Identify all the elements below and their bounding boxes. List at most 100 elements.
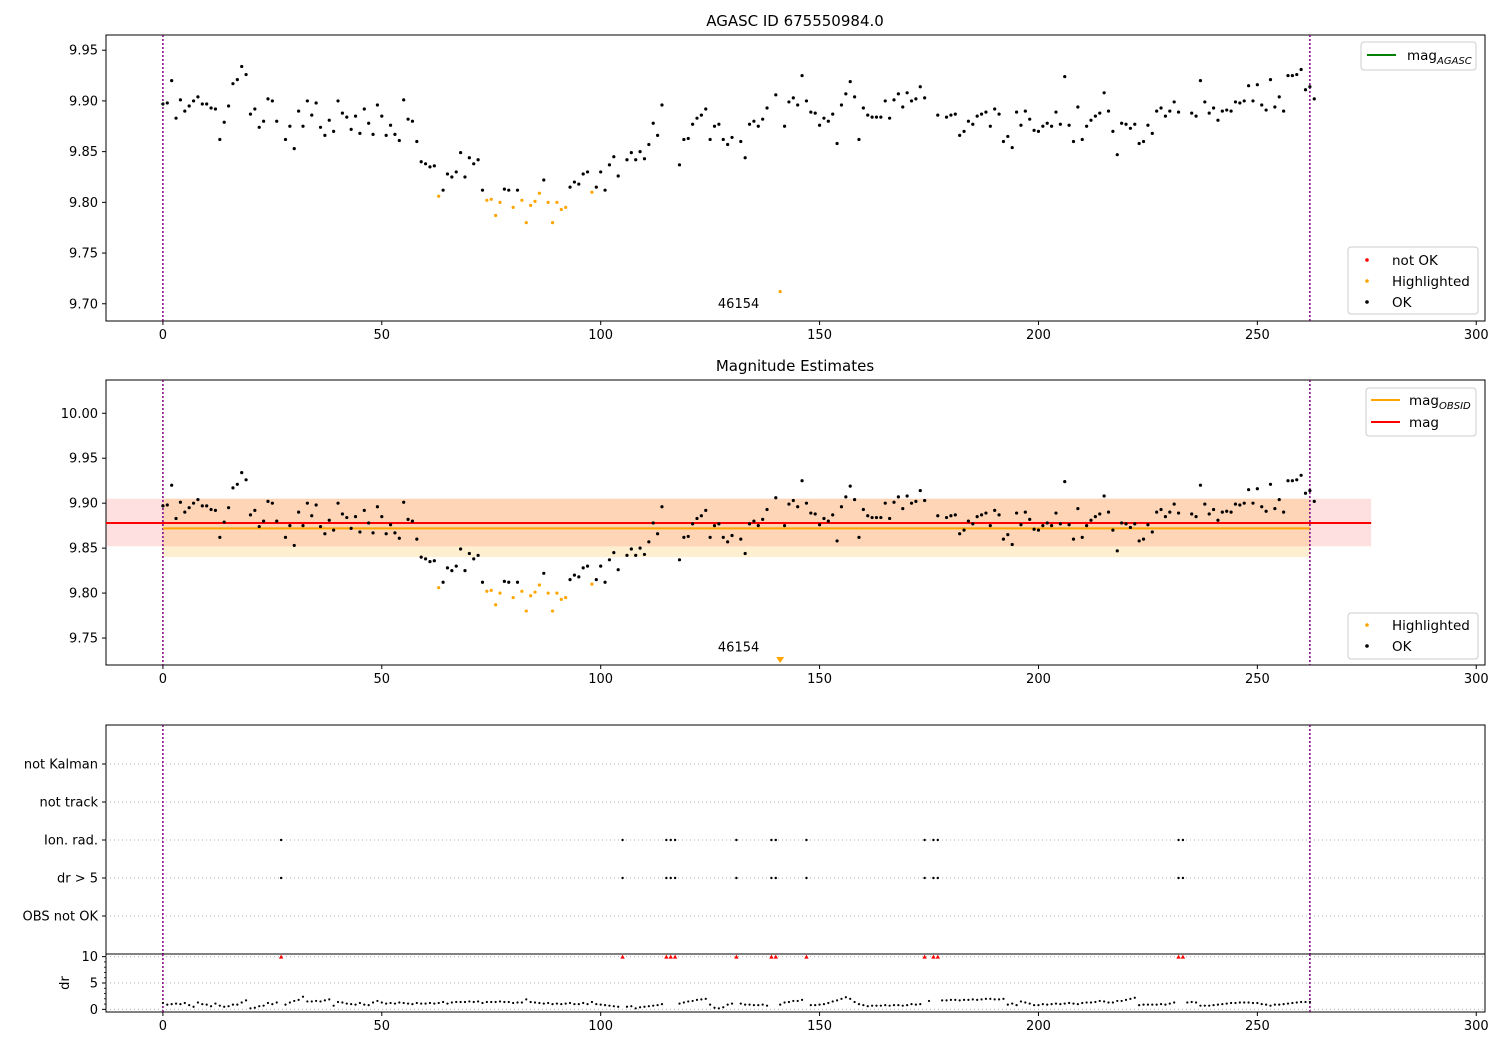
- dr-point: [1072, 1002, 1075, 1005]
- dr-point: [498, 1000, 502, 1003]
- ok-point: [515, 580, 520, 584]
- ok-point: [677, 163, 682, 167]
- dr-point: [551, 1002, 554, 1006]
- ok-point: [879, 115, 883, 119]
- flag-point: [621, 838, 624, 842]
- ok-point: [445, 172, 450, 176]
- ok-point: [782, 524, 787, 528]
- dr-point: [608, 1004, 611, 1007]
- ok-point: [1023, 109, 1027, 113]
- dr-point: [1138, 1004, 1141, 1007]
- dr-point: [1151, 1003, 1154, 1006]
- ok-point: [476, 553, 480, 557]
- ok-point: [1194, 515, 1198, 519]
- ok-point: [607, 163, 612, 167]
- ok-point: [874, 515, 879, 520]
- ok-point: [542, 571, 546, 575]
- magnitude-legend-bottom: [1347, 612, 1479, 660]
- ok-point: [231, 486, 235, 490]
- agasc-plot-frame: [105, 34, 1486, 322]
- dr-point: [695, 998, 699, 1001]
- ok-point: [235, 78, 239, 82]
- ok-point: [1176, 110, 1181, 114]
- dr-point: [1019, 1000, 1023, 1003]
- ok-point: [585, 170, 590, 174]
- dr-ytick-label: 10: [81, 950, 98, 965]
- dr-clipped-marker: [664, 954, 669, 959]
- ok-point: [1308, 85, 1312, 89]
- ok-point: [240, 471, 244, 475]
- dr-xtick-label: 300: [1464, 1019, 1489, 1034]
- ok-point: [283, 535, 288, 539]
- ok-point: [883, 501, 887, 505]
- ok-point: [839, 505, 844, 509]
- ok-point: [1146, 123, 1150, 127]
- ok-point: [1299, 473, 1303, 477]
- flag-row-label: not track: [39, 796, 98, 811]
- ok-point: [301, 524, 305, 528]
- ok-point: [572, 180, 577, 184]
- highlighted-point: [537, 191, 542, 195]
- magnitude-xtick-label: 200: [1026, 672, 1051, 687]
- flag-point: [1181, 876, 1185, 880]
- dr-point: [1015, 1004, 1018, 1007]
- agasc-xtick-label: 200: [1026, 328, 1051, 343]
- dr-point: [862, 1004, 865, 1007]
- highlighted-point: [511, 595, 515, 600]
- ok-point: [936, 113, 940, 117]
- dr-point: [779, 1003, 782, 1006]
- dr-point: [463, 1000, 467, 1004]
- dr-point: [1081, 1001, 1084, 1005]
- obsid-annotation: 46154: [718, 297, 759, 312]
- ok-point: [993, 508, 997, 512]
- flag-row-label: Ion. rad.: [44, 834, 98, 849]
- dr-point: [1243, 1001, 1246, 1004]
- ok-point: [1006, 134, 1010, 139]
- ok-point: [218, 137, 222, 142]
- dr-point: [1173, 1001, 1176, 1004]
- agasc-xtick-label: 300: [1464, 328, 1489, 343]
- dr-clipped-marker: [769, 954, 774, 959]
- dr-point: [170, 1002, 173, 1006]
- ok-point: [594, 185, 598, 189]
- ok-point: [761, 117, 765, 121]
- dr-point: [822, 1002, 826, 1006]
- dr-point: [231, 1003, 235, 1006]
- ok-point: [1172, 100, 1176, 104]
- magnitude-top-legend-label: magOBSID: [1409, 393, 1471, 412]
- dr-point: [301, 995, 305, 998]
- ok-point: [1137, 539, 1141, 543]
- ok-point: [1076, 105, 1080, 109]
- ok-point: [1203, 502, 1207, 506]
- ok-point: [1277, 95, 1281, 99]
- dr-point: [1032, 1004, 1036, 1007]
- dr-point: [752, 1004, 756, 1007]
- ok-point: [958, 532, 962, 536]
- ok-point: [161, 102, 165, 106]
- dr-point: [196, 1001, 200, 1004]
- ok-point: [581, 172, 585, 176]
- ok-point: [975, 515, 979, 519]
- dr-point: [962, 998, 966, 1001]
- magnitude-xtick-label: 0: [159, 672, 167, 687]
- dr-clipped-marker: [734, 954, 739, 959]
- ok-point: [809, 110, 813, 114]
- dr-point: [967, 998, 970, 1001]
- dr-point: [1251, 1001, 1255, 1005]
- ok-point: [1054, 110, 1058, 114]
- ok-point: [691, 522, 695, 526]
- agasc-bottom-legend-label: OK: [1392, 295, 1413, 311]
- ok-point: [1010, 145, 1014, 150]
- dr-point: [1269, 1004, 1272, 1007]
- ok-point: [480, 188, 485, 192]
- ok-point: [1247, 84, 1251, 88]
- ok-point: [642, 157, 647, 161]
- ok-point: [415, 537, 419, 541]
- ok-point: [1190, 512, 1194, 516]
- highlighted-point: [524, 221, 528, 225]
- dr-point: [223, 1005, 226, 1008]
- ok-point: [1295, 478, 1299, 482]
- ok-point: [1106, 109, 1111, 113]
- ok-point: [209, 507, 213, 512]
- ok-point: [1128, 525, 1132, 530]
